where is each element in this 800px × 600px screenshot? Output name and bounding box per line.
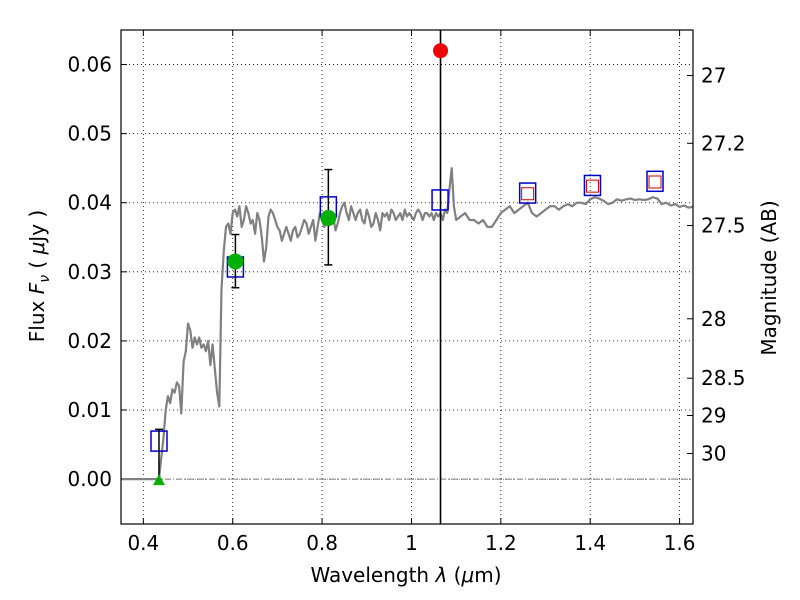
detection-point xyxy=(227,253,244,270)
y-tick-label: 0.01 xyxy=(67,398,112,422)
y2-tick-label: 30 xyxy=(701,442,726,466)
y2-tick-label: 27 xyxy=(701,64,726,88)
observed-flux-box xyxy=(585,179,599,193)
observed-flux-box xyxy=(521,187,535,201)
x-axis-title: Wavelength λ (μm) xyxy=(310,563,501,587)
y-tick-label: 0.04 xyxy=(67,191,112,215)
plot-frame xyxy=(120,29,694,525)
y-tick-label: 0.00 xyxy=(67,467,112,491)
y2-tick-label: 28.5 xyxy=(701,366,746,390)
model-spectrum-line xyxy=(121,167,694,481)
y-tick-label: 0.06 xyxy=(67,53,112,77)
y-axis-title: Flux Fν ( μJy ) xyxy=(25,210,53,342)
y-tick-label: 0.05 xyxy=(67,122,112,146)
x-tick-label: 0.8 xyxy=(306,531,338,555)
x-tick-label: 0.4 xyxy=(127,531,159,555)
detection-point xyxy=(320,209,337,226)
grid-lines xyxy=(121,30,693,524)
y2-tick-label: 28 xyxy=(701,307,726,331)
model-photometry-box xyxy=(518,182,537,204)
model-photometry-box xyxy=(646,170,664,193)
data-series xyxy=(121,30,694,524)
y-tick-label: 0.02 xyxy=(67,329,112,353)
x-tick-label: 1.4 xyxy=(574,531,606,555)
y2-axis-title: Magnitude (AB) xyxy=(757,200,781,355)
x-tick-label: 1 xyxy=(405,531,418,555)
x-tick-label: 1.2 xyxy=(485,531,517,555)
x-tick-label: 1.6 xyxy=(664,531,696,555)
upper-limit-triangle xyxy=(152,474,165,486)
red-point xyxy=(433,43,449,59)
y2-tick-label: 27.5 xyxy=(701,214,746,238)
y-tick-label: 0.03 xyxy=(67,260,112,284)
x-tick-label: 0.6 xyxy=(217,531,249,555)
y2-tick-label: 27.2 xyxy=(701,131,746,155)
model-photometry-box xyxy=(583,174,602,197)
y2-tick-label: 29 xyxy=(701,404,726,428)
axis-ticks: 0.4 0.6 0.8 1 1.2 1.4 1.6 0.00 0.01 0.02 0.03 0.04 0… xyxy=(67,30,746,555)
model-photometry-box xyxy=(431,189,449,211)
observed-flux-box xyxy=(648,175,662,189)
